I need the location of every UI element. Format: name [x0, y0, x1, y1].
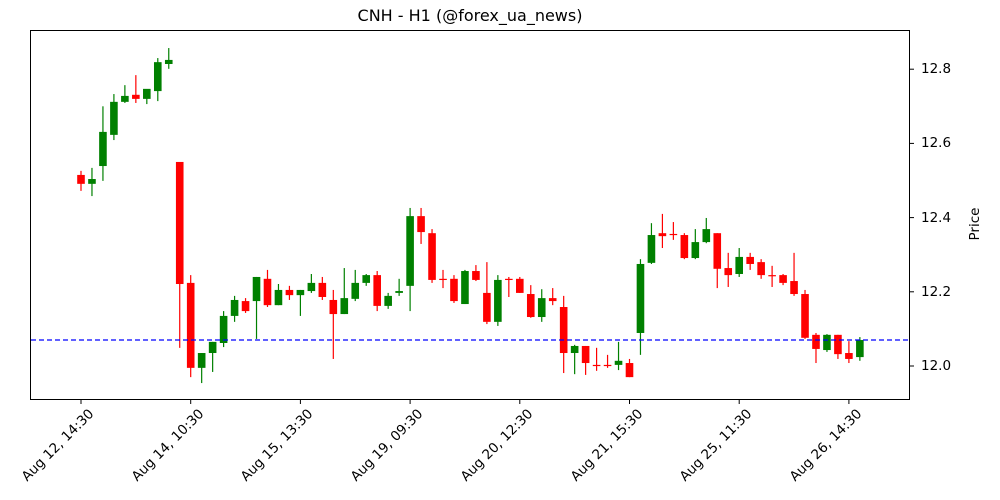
candle-down [318, 282, 327, 297]
candle-down [548, 298, 557, 302]
candle-up [99, 131, 107, 167]
candle-down [768, 275, 776, 277]
y-tick-label: 12.0 [921, 358, 952, 374]
plot-frame [30, 30, 910, 400]
candle-down [713, 233, 722, 269]
candle-up [614, 360, 623, 365]
candle-down [592, 364, 601, 367]
candle-up [88, 179, 96, 184]
candle-down [559, 307, 568, 354]
candle-down [241, 301, 250, 312]
candle-up [197, 353, 206, 368]
candle-up [252, 276, 261, 302]
candle-down [845, 353, 853, 359]
candle-down [505, 278, 513, 281]
candle-down [757, 262, 765, 276]
candle-down [801, 294, 809, 338]
candle-up [362, 275, 371, 283]
candle-up [702, 229, 711, 243]
candle-up [208, 341, 217, 354]
y-axis-ticks [910, 68, 914, 367]
candle-down [526, 294, 535, 318]
candle-down [77, 174, 85, 184]
y-tick-label: 12.6 [921, 135, 952, 152]
candle-down [812, 334, 820, 349]
candles-layer [77, 48, 864, 384]
candle-down [483, 292, 491, 322]
candle-down [790, 281, 798, 295]
candle-up [856, 340, 864, 358]
candle-up [406, 216, 414, 286]
candle-up [296, 289, 305, 296]
y-axis-title: Price [967, 207, 983, 241]
candle-down [263, 278, 272, 306]
candle-up [121, 95, 129, 102]
candle-down [132, 94, 140, 99]
candle-up [307, 282, 316, 292]
candle-down [680, 235, 689, 259]
candle-up [340, 298, 349, 315]
candle-up [351, 282, 360, 299]
candle-up [219, 315, 228, 343]
candle-down [472, 271, 480, 280]
candle-up [384, 295, 392, 306]
chart-title: CNH - H1 (@forex_ua_news) [357, 6, 583, 25]
y-tick-label: 12.4 [921, 209, 952, 226]
y-tick-label: 12.8 [921, 61, 952, 78]
candle-up [691, 242, 700, 259]
candle-down [746, 256, 754, 264]
candle-down [658, 233, 667, 237]
candle-down [285, 289, 294, 296]
candle-down [516, 278, 524, 293]
candle-down [581, 345, 590, 364]
candle-up [110, 101, 118, 135]
candle-down [186, 282, 195, 368]
candle-up [735, 256, 743, 274]
candle-up [537, 298, 546, 318]
candle-down [779, 275, 787, 283]
y-tick-label: 12.2 [921, 283, 952, 300]
candle-up [461, 271, 469, 305]
candle-up [164, 59, 173, 65]
candle-down [603, 364, 612, 367]
candle-down [724, 268, 733, 276]
candle-up [153, 62, 162, 92]
candle-up [230, 299, 239, 316]
x-axis-ticks [80, 400, 850, 404]
candle-down [417, 216, 425, 233]
candle-down [329, 299, 338, 315]
candle-up [395, 291, 403, 293]
candle-up [823, 334, 831, 351]
candle-down [450, 278, 458, 302]
candle-down [373, 275, 381, 306]
candle-up [570, 345, 579, 354]
candle-up [494, 279, 502, 322]
candle-down [175, 161, 184, 285]
candle-up [647, 235, 656, 263]
candle-down [669, 233, 678, 236]
candle-up [636, 263, 645, 333]
candle-down [625, 363, 634, 378]
candle-down [439, 278, 447, 281]
candle-up [274, 289, 283, 306]
candle-up [143, 88, 151, 99]
candle-down [428, 233, 436, 280]
candle-down [834, 334, 842, 355]
